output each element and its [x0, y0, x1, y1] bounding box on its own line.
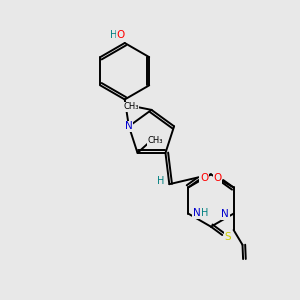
Text: S: S [224, 232, 231, 242]
Text: N: N [193, 208, 200, 218]
Text: N: N [221, 209, 229, 219]
Text: CH₃: CH₃ [148, 136, 163, 145]
Text: H: H [110, 30, 117, 40]
Text: CH₃: CH₃ [124, 102, 139, 111]
Text: H: H [201, 208, 208, 218]
Text: N: N [125, 121, 133, 131]
Text: H: H [157, 176, 164, 186]
Text: O: O [200, 173, 208, 183]
Text: O: O [117, 30, 125, 40]
Text: O: O [214, 173, 222, 183]
